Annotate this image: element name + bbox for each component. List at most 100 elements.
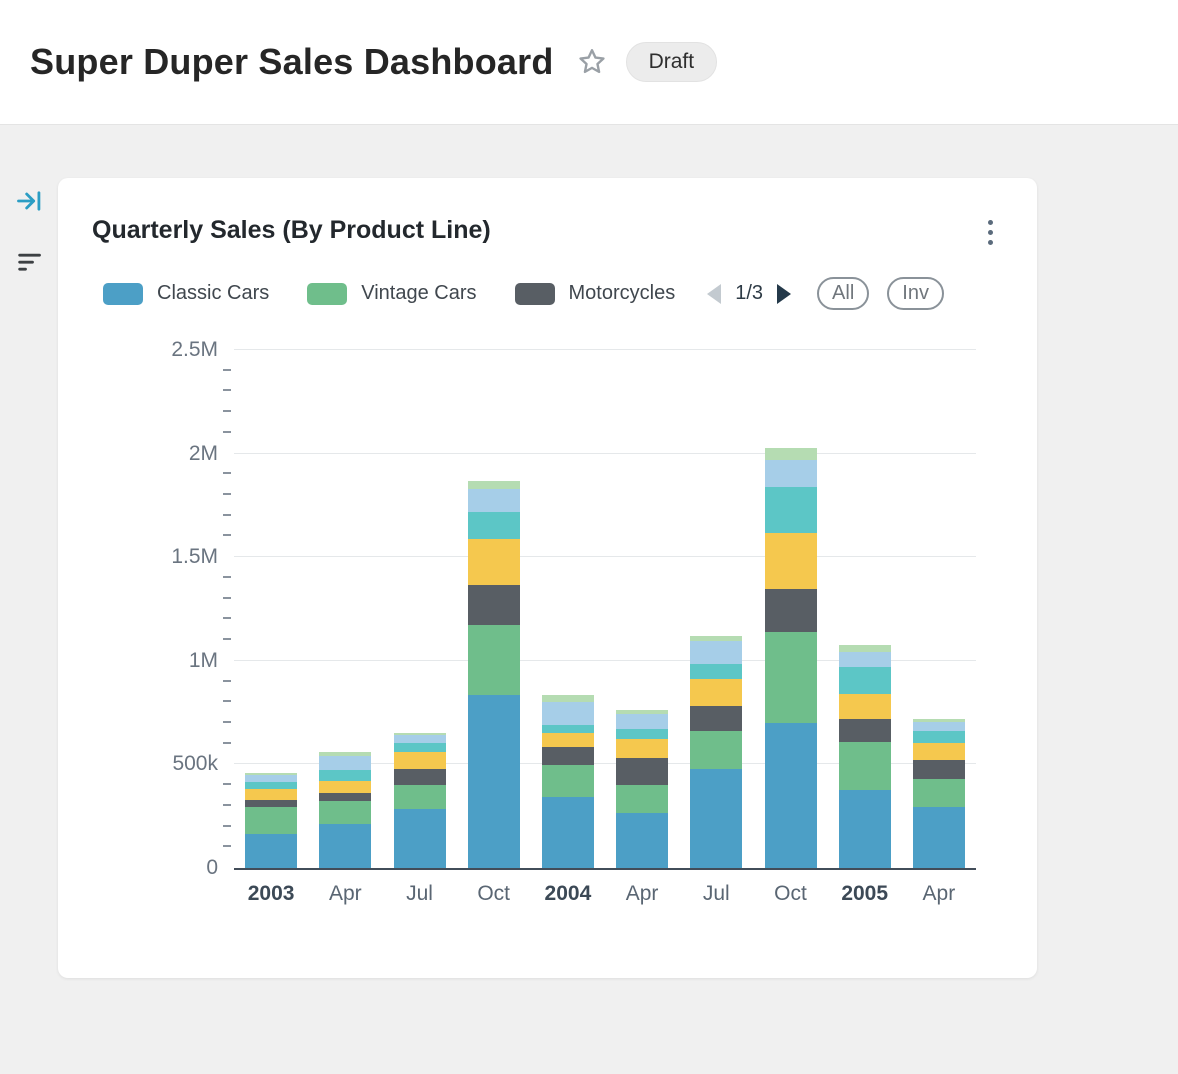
bar-segment[interactable]: [393, 784, 446, 809]
bar-segment[interactable]: [764, 487, 817, 534]
bar-segment[interactable]: [245, 788, 298, 801]
stacked-bar[interactable]: [912, 719, 965, 868]
bar-segment[interactable]: [616, 784, 669, 813]
bar-segment[interactable]: [764, 447, 817, 461]
legend-swatch: [307, 282, 348, 305]
bar-segment[interactable]: [838, 651, 891, 668]
bar-segment[interactable]: [245, 775, 298, 782]
bar-segment[interactable]: [912, 759, 965, 779]
legend-next-icon[interactable]: [777, 283, 792, 304]
bar-segment[interactable]: [616, 714, 669, 729]
chart-card: Quarterly Sales (By Product Line) Classi…: [58, 178, 1037, 978]
bar-segment[interactable]: [319, 755, 372, 771]
bar-segment[interactable]: [541, 732, 594, 748]
x-axis-label: Apr: [328, 882, 362, 905]
inv-button[interactable]: Inv: [887, 277, 944, 310]
x-axis-label: Apr: [625, 882, 659, 905]
bar-segment[interactable]: [541, 724, 594, 733]
bar-segment[interactable]: [616, 757, 669, 785]
filter-icon[interactable]: [15, 247, 43, 275]
bar-segment[interactable]: [764, 589, 817, 632]
bar-segment[interactable]: [467, 695, 520, 868]
legend-label: Vintage Cars: [361, 282, 477, 304]
bar-segment[interactable]: [319, 780, 372, 794]
bar-segment[interactable]: [616, 728, 669, 740]
stacked-bar[interactable]: [690, 636, 743, 868]
stacked-bar[interactable]: [467, 481, 520, 868]
bar-segment[interactable]: [838, 742, 891, 790]
bar-segment[interactable]: [245, 773, 298, 776]
bar-segment[interactable]: [541, 695, 594, 702]
bar-segment[interactable]: [467, 489, 520, 513]
bar-segment[interactable]: [319, 770, 372, 781]
bar-segment[interactable]: [912, 730, 965, 744]
bar-segment[interactable]: [245, 806, 298, 834]
bar-segment[interactable]: [690, 730, 743, 770]
legend-item[interactable]: Motorcycles: [514, 282, 675, 305]
y-axis-label: 500k: [172, 752, 218, 776]
bar-segment[interactable]: [764, 533, 817, 590]
bar-segment[interactable]: [319, 824, 372, 868]
bar-segment[interactable]: [541, 797, 594, 868]
bar-segment[interactable]: [541, 701, 594, 725]
bar-segment[interactable]: [541, 765, 594, 798]
bar-segment[interactable]: [393, 808, 446, 868]
bar-segment[interactable]: [616, 812, 669, 868]
favorite-star-icon[interactable]: [576, 46, 608, 78]
bar-segment[interactable]: [319, 793, 372, 802]
bar-segment[interactable]: [467, 624, 520, 696]
bar-segment[interactable]: [245, 781, 298, 789]
bar-segment[interactable]: [838, 645, 891, 652]
bar-segment[interactable]: [541, 747, 594, 766]
bar-segment[interactable]: [690, 641, 743, 665]
bar-segment[interactable]: [912, 778, 965, 807]
legend-prev-icon[interactable]: [707, 283, 722, 304]
bar-segment[interactable]: [467, 512, 520, 540]
bar-segment[interactable]: [764, 460, 817, 488]
bar-segment[interactable]: [912, 719, 965, 723]
gridline: [234, 763, 976, 765]
bar-segment[interactable]: [245, 833, 298, 868]
bar-segment[interactable]: [838, 667, 891, 695]
bar-segment[interactable]: [467, 585, 520, 625]
bar-segment[interactable]: [690, 769, 743, 868]
bar-segment[interactable]: [393, 743, 446, 752]
bar-segment[interactable]: [912, 722, 965, 731]
legend-item[interactable]: Classic Cars: [103, 282, 269, 305]
bar-segment[interactable]: [690, 705, 743, 731]
bar-segment[interactable]: [319, 801, 372, 825]
bar-segment[interactable]: [245, 800, 298, 807]
stacked-bar[interactable]: [616, 709, 669, 868]
bar-segment[interactable]: [912, 806, 965, 868]
bar-segment[interactable]: [393, 751, 446, 770]
bar-segment[interactable]: [690, 678, 743, 706]
stacked-bar[interactable]: [764, 447, 817, 868]
bar-segment[interactable]: [838, 790, 891, 868]
bar-segment[interactable]: [319, 751, 372, 756]
bar-segment[interactable]: [764, 631, 817, 724]
legend-page-indicator: 1/3: [735, 282, 764, 304]
bar-segment[interactable]: [393, 769, 446, 785]
stacked-bar[interactable]: [245, 773, 298, 868]
stacked-bar[interactable]: [541, 695, 594, 868]
bar-segment[interactable]: [467, 481, 520, 490]
status-badge: Draft: [625, 42, 718, 82]
bar-segment[interactable]: [764, 723, 817, 868]
bar-segment[interactable]: [616, 739, 669, 758]
stacked-bar[interactable]: [319, 751, 372, 868]
bar-segment[interactable]: [912, 743, 965, 760]
bar-segment[interactable]: [393, 732, 446, 735]
all-button[interactable]: All: [817, 277, 870, 310]
collapse-panel-icon[interactable]: [15, 187, 43, 215]
bar-segment[interactable]: [616, 709, 669, 715]
bar-segment[interactable]: [467, 539, 520, 586]
kebab-menu-icon[interactable]: [982, 216, 999, 249]
bar-segment[interactable]: [690, 664, 743, 679]
stacked-bar[interactable]: [838, 645, 891, 868]
legend-item[interactable]: Vintage Cars: [307, 282, 477, 305]
bar-segment[interactable]: [838, 719, 891, 743]
bar-segment[interactable]: [690, 636, 743, 642]
bar-segment[interactable]: [393, 734, 446, 744]
stacked-bar[interactable]: [393, 732, 446, 868]
bar-segment[interactable]: [838, 694, 891, 720]
